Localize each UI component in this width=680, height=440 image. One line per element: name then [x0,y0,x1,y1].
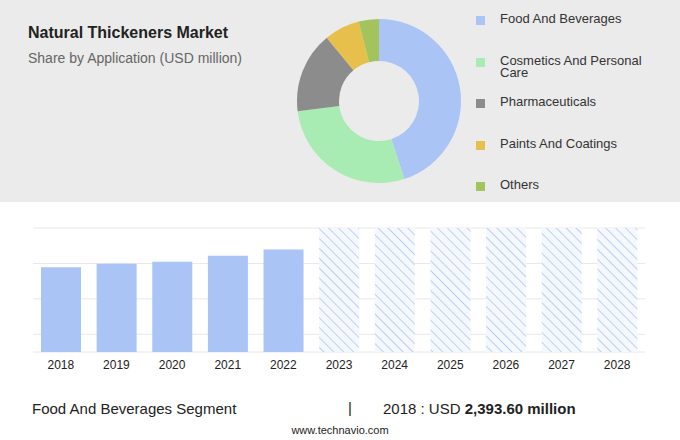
svg-text:2027: 2027 [548,358,575,372]
svg-text:2025: 2025 [437,358,464,372]
html-text:Cosmetics And Personal Care: Cosmetics And Personal Care [500,52,642,80]
svg-text:2028: 2028 [604,358,631,372]
svg-text:2022: 2022 [270,358,297,372]
html-text:2018 : USD 2,393.60 million: 2018 : USD 2,393.60 million [383,400,576,417]
html-text:Paints And Coatings: Paints And Coatings [500,135,618,151]
html-text:Others: Others [500,177,539,192]
svg-text:2023: 2023 [326,358,353,372]
svg-text:2020: 2020 [159,358,186,372]
html-text:Pharmaceuticals: Pharmaceuticals [500,94,597,109]
svg-text:2026: 2026 [493,358,520,372]
html-text:Food And Beverages Segment: Food And Beverages Segment [32,400,237,417]
svg-text:2021: 2021 [214,358,241,372]
svg-text:2019: 2019 [103,358,130,372]
html-text:www.technavio.com: www.technavio.com [291,424,389,436]
svg-text:2018: 2018 [47,358,74,372]
svg-text:2024: 2024 [381,358,408,372]
html-text:Share by Application (USD mill: Share by Application (USD million) [28,50,242,66]
html-text:Food And Beverages: Food And Beverages [500,11,622,26]
html-text:Natural Thickeners Market: Natural Thickeners Market [28,24,229,41]
